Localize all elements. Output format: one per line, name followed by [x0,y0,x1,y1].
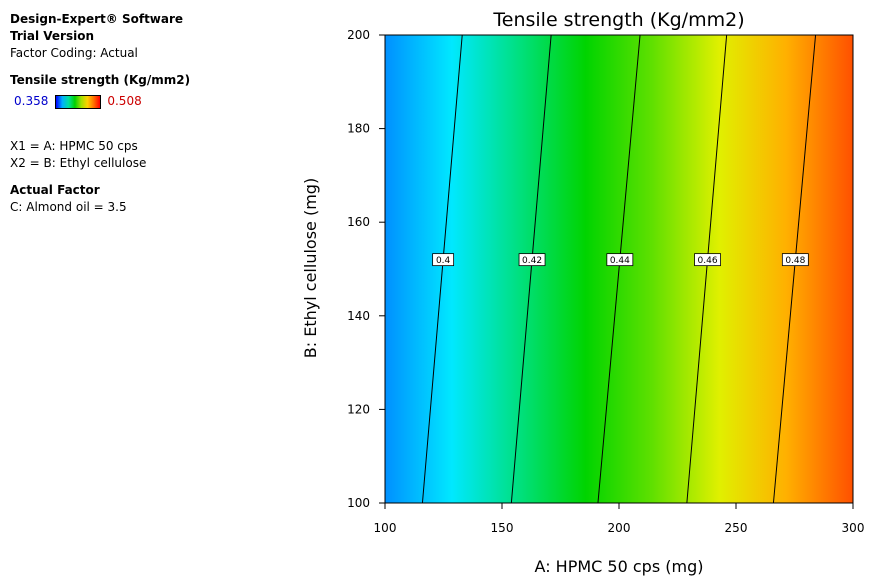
y-tick-label: 120 [347,402,370,416]
y-tick-label: 100 [347,496,370,510]
contour-label: 0.44 [610,256,630,266]
x-tick-label: 200 [608,521,631,535]
contour-label-box [518,253,546,267]
axes: 100 150 200 250 300 100 120 140 160 180 200 [347,28,864,535]
contour-line [772,34,817,504]
software-name: Design-Expert® Software [10,12,184,26]
factor-x2: X2 = B: Ethyl cellulose [10,156,147,170]
contour-label: 0.46 [698,256,718,266]
x-tick-label: 100 [374,521,397,535]
response-name: Tensile strength (Kg/mm2) [10,73,191,87]
contour-label: 0.48 [785,256,805,266]
y-tick-label: 160 [347,215,370,229]
x-tick-label: 150 [491,521,514,535]
contour-label-box [432,253,455,267]
legend-panel: Design-Expert® Software Trial Version Fa… [10,11,190,216]
contour-label: 0.42 [522,256,542,266]
contour-line [421,34,463,504]
y-tick-label: 200 [347,28,370,42]
x-tick-label: 300 [842,521,865,535]
contour-line [686,34,728,504]
contour-label-box [781,253,809,267]
factor-x1: X1 = A: HPMC 50 cps [10,139,138,153]
version-label: Trial Version [10,29,95,43]
y-tick-label: 180 [347,122,370,136]
contour-lines: 0.4 0.42 0.44 0.46 0.48 [421,34,817,504]
actual-factor-value: C: Almond oil = 3.5 [10,200,127,214]
contour-label-box [606,253,634,267]
color-scale: 0.358 0.508 [10,93,190,110]
color-scale-bar [55,94,102,109]
scale-min: 0.358 [14,94,49,108]
contour-label: 0.4 [436,256,451,266]
contour-label-box [694,253,721,267]
x-axis-label: A: HPMC 50 cps (mg) [535,557,704,576]
y-axis-label: B: Ethyl cellulose (mg) [301,178,320,358]
contour-line [510,34,552,504]
x-tick-label: 250 [725,521,748,535]
chart-title: Tensile strength (Kg/mm2) [492,9,744,31]
scale-max: 0.508 [107,94,142,108]
contour-line [597,34,641,504]
factor-coding: Factor Coding: Actual [10,46,138,60]
actual-factor-title: Actual Factor [10,183,100,197]
y-tick-label: 140 [347,309,370,323]
